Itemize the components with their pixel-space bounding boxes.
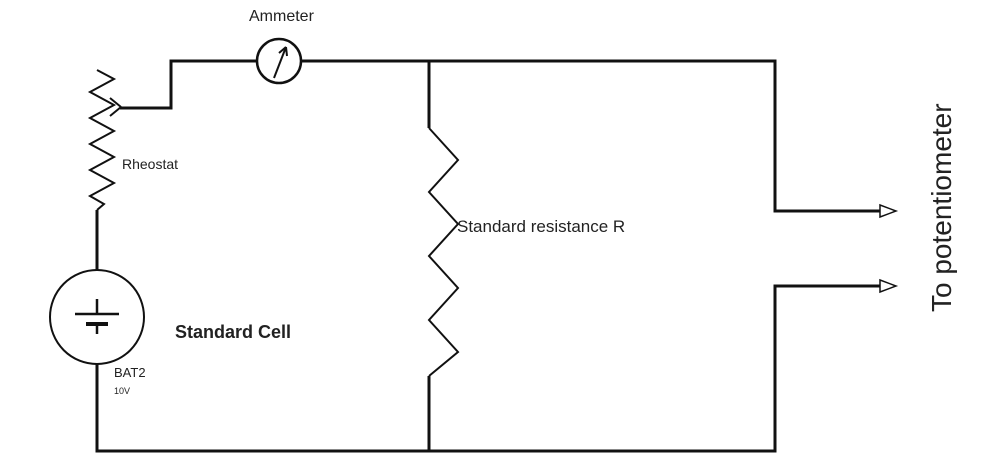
battery-voltage-label: 10V [114, 386, 130, 396]
battery-name-label: BAT2 [114, 365, 146, 380]
ammeter-icon [255, 37, 303, 85]
wire-wiper-to-ammeter [120, 59, 257, 110]
wire-top [301, 59, 880, 213]
wire-bottom-output [95, 284, 880, 453]
rheostat-icon [87, 69, 122, 211]
standard-cell-label: Standard Cell [175, 322, 291, 342]
battery-icon [49, 269, 145, 365]
arrow-right-icon [879, 203, 899, 294]
output-label: To potentiometer [926, 103, 957, 312]
circuit-wires [95, 59, 880, 453]
standard-resistance-label: Standard resistance R [457, 217, 625, 236]
rheostat-wiper-arrow [109, 97, 122, 117]
resistor-icon [427, 127, 460, 377]
rheostat-label: Rheostat [122, 156, 178, 172]
ammeter-label: Ammeter [249, 8, 315, 25]
